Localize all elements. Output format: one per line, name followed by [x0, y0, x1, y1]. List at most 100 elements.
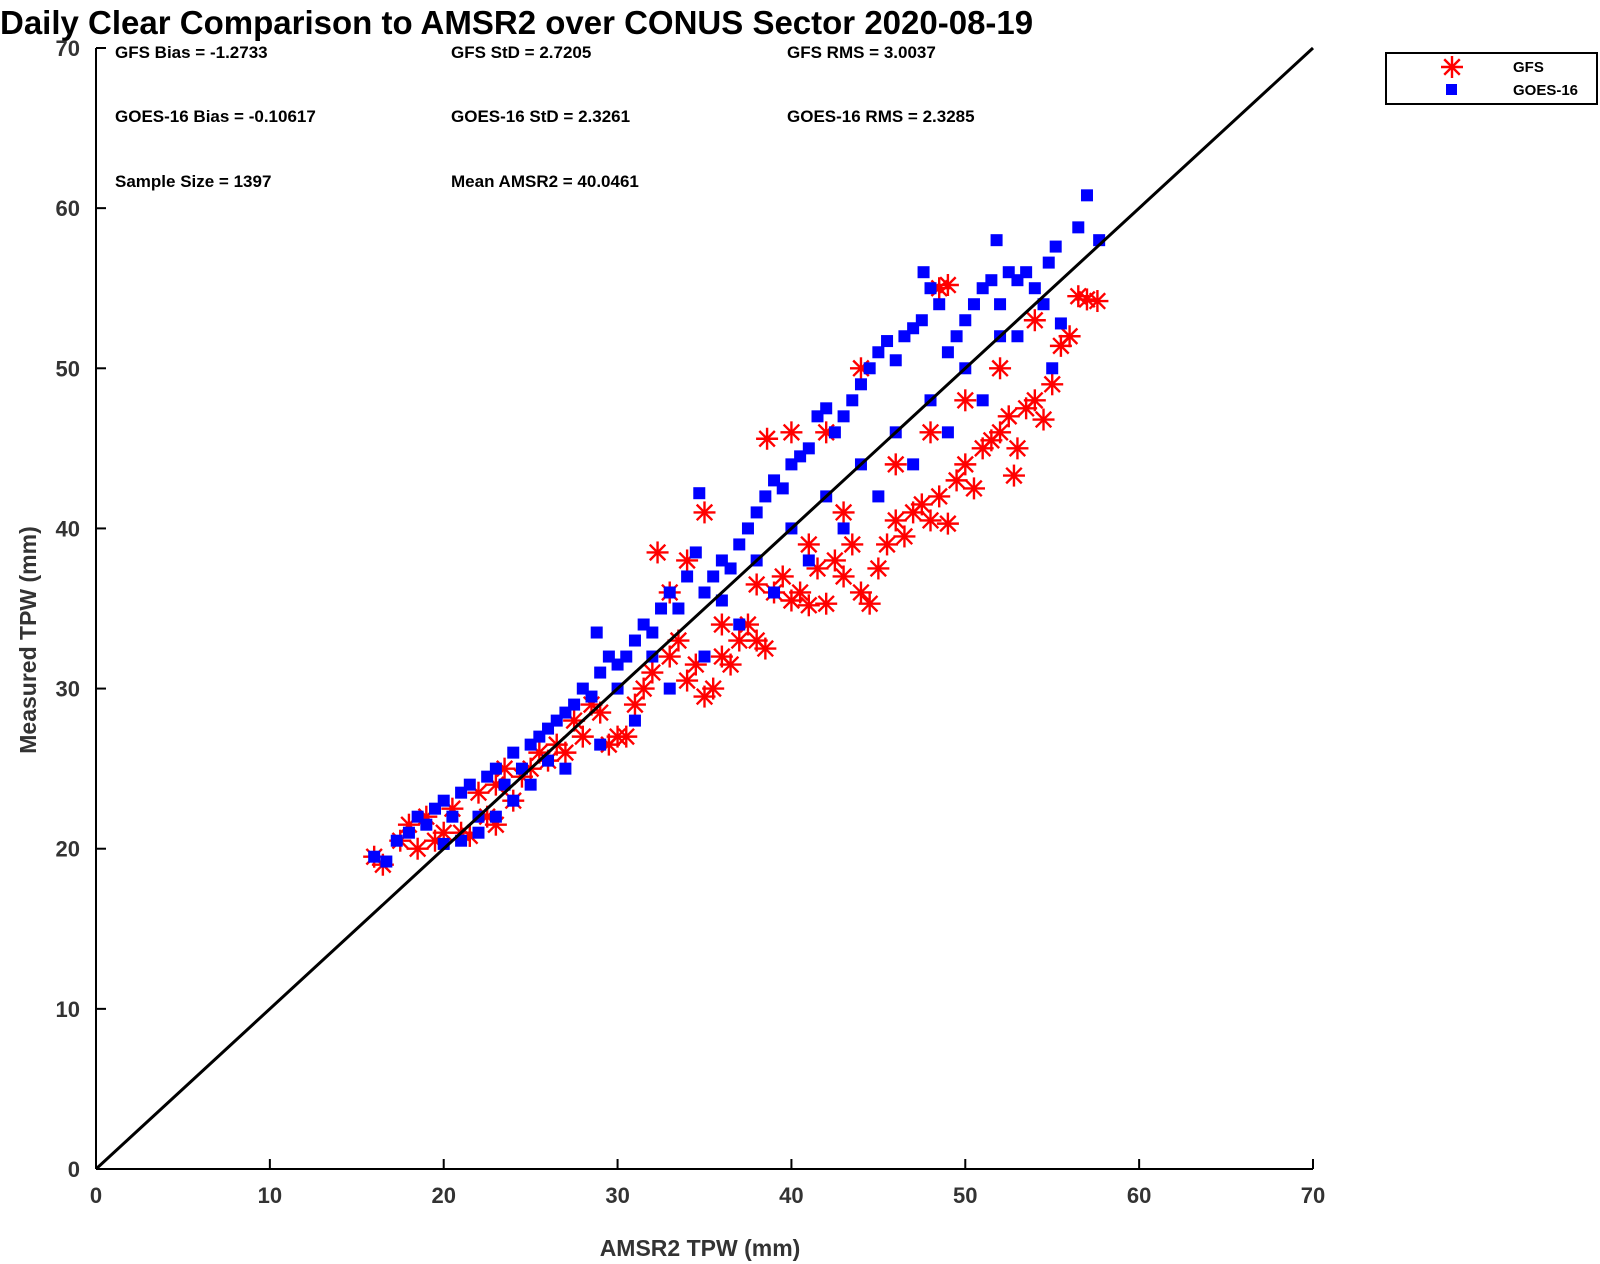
goes16-point [463, 778, 476, 791]
gfs-point [849, 581, 872, 604]
gfs-point [945, 469, 968, 492]
goes16-point [959, 314, 972, 327]
goes16-point [924, 282, 937, 295]
goes16-point [1042, 256, 1055, 269]
goes16-point [715, 594, 728, 607]
gfs-point [815, 592, 838, 615]
gfs-point [797, 533, 820, 556]
legend-goes-marker [1446, 84, 1457, 95]
goes16-point [646, 626, 659, 639]
x-tick-label: 20 [431, 1183, 455, 1208]
goes16-point [420, 818, 433, 831]
goes16-point [872, 490, 885, 503]
goes16-point [707, 570, 720, 583]
gfs-point [954, 389, 977, 412]
goes16-point [515, 762, 528, 775]
goes16-point [863, 362, 876, 375]
gfs-point [641, 661, 664, 684]
gfs-point [693, 501, 716, 524]
goes16-point [802, 554, 815, 567]
plot-axes [95, 48, 1313, 1170]
gfs-point [954, 453, 977, 476]
goes16-point [507, 794, 520, 807]
goes16-point [437, 794, 450, 807]
gfs-point [702, 677, 725, 700]
stat-label: Mean AMSR2 = 40.0461 [451, 172, 639, 191]
goes16-point [628, 634, 641, 647]
goes16-point [524, 778, 537, 791]
statistics-annotations: GFS Bias = -1.2733 GFS StD = 2.7205 GFS RM… [115, 43, 975, 191]
one-to-one-line [94, 46, 1315, 1171]
gfs-point [841, 533, 864, 556]
gfs-point [676, 669, 699, 692]
gfs-point [406, 837, 429, 860]
stat-label: GFS RMS = 3.0037 [787, 43, 936, 62]
goes16-point [1037, 298, 1050, 311]
stat-label: GOES-16 StD = 2.3261 [451, 107, 630, 126]
x-tick-label: 40 [779, 1183, 803, 1208]
gfs-point [884, 453, 907, 476]
goes16-point [698, 586, 711, 599]
gfs-point [719, 653, 742, 676]
gfs-point [780, 421, 803, 444]
y-axis-label: Measured TPW (mm) [15, 526, 41, 753]
gfs-point [756, 427, 779, 450]
gfs-point [936, 274, 959, 297]
y-tick-label: 50 [56, 356, 80, 381]
gfs-point [771, 565, 794, 588]
gfs-point [1058, 325, 1081, 348]
goes16-point [507, 746, 520, 759]
gfs-point [1002, 464, 1025, 487]
gfs-point [615, 725, 638, 748]
stat-label: GFS Bias = -1.2733 [115, 43, 268, 62]
goes16-point [776, 482, 789, 495]
goes16-point [1080, 189, 1093, 202]
goes16-point [976, 394, 989, 407]
goes16-point [628, 714, 641, 727]
goes16-point [941, 426, 954, 439]
scatter-points [363, 189, 1109, 876]
y-tick-label: 30 [56, 677, 80, 702]
goes16-point [620, 650, 633, 663]
legend-goes-label: GOES-16 [1513, 82, 1578, 99]
goes16-point [837, 410, 850, 423]
y-tick-label: 70 [56, 36, 80, 61]
goes16-point [802, 442, 815, 455]
gfs-point [789, 581, 812, 604]
goes16-point [933, 298, 946, 311]
gfs-point [646, 541, 669, 564]
goes16-point [681, 570, 694, 583]
goes16-point [698, 650, 711, 663]
gfs-point [893, 525, 916, 548]
goes16-point [455, 834, 468, 847]
goes16-point [1011, 330, 1024, 343]
y-axis-ticks: 0 10 20 30 40 50 60 70 [56, 36, 106, 1182]
goes16-point [889, 354, 902, 367]
goes16-point [489, 810, 502, 823]
goes16-point [489, 762, 502, 775]
legend-gfs-asterisk [1441, 56, 1463, 78]
goes16-point [967, 298, 980, 311]
legend-gfs-label: GFS [1513, 59, 1544, 76]
x-axis-label: AMSR2 TPW (mm) [600, 1235, 801, 1261]
x-tick-label: 50 [953, 1183, 977, 1208]
gfs-point [632, 677, 655, 700]
goes16-point [498, 778, 511, 791]
goes16-point [750, 506, 763, 519]
goes16-point [594, 738, 607, 751]
goes16-point [590, 626, 603, 639]
goes16-point [368, 850, 381, 863]
goes16-point [994, 298, 1007, 311]
stat-label: GOES-16 RMS = 2.3285 [787, 107, 975, 126]
gfs-point [1041, 373, 1064, 396]
goes16-point [1049, 240, 1062, 253]
goes16-point [917, 266, 930, 279]
gfs-point [1006, 437, 1029, 460]
gfs-point [876, 533, 899, 556]
gfs-point [858, 592, 881, 615]
goes16-point [759, 490, 772, 503]
goes16-point [828, 426, 841, 439]
goes16-point [655, 602, 668, 615]
goes16-point [402, 826, 415, 839]
